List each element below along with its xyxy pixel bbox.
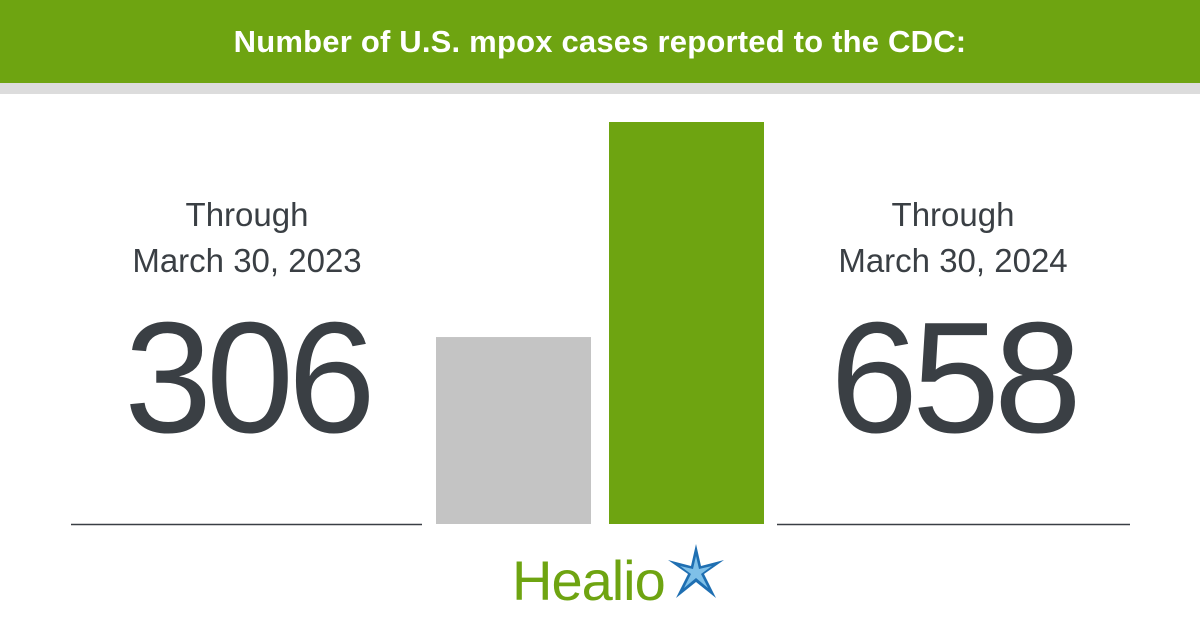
right-label-line2: March 30, 2024 [838, 242, 1068, 279]
chart-title: Number of U.S. mpox cases reported to th… [233, 23, 967, 59]
left-label-line1: Through [185, 196, 309, 233]
left-stat: Through March 30, 2023 306 [97, 192, 397, 458]
logo-text: Healio [512, 549, 666, 612]
star-icon [668, 544, 724, 598]
left-value: 306 [124, 290, 376, 466]
bar-2 [609, 122, 764, 524]
header-bar: Number of U.S. mpox cases reported to th… [0, 0, 1200, 83]
header-divider [0, 83, 1200, 94]
right-label-line1: Through [891, 196, 1015, 233]
healio-logo: Healio [512, 544, 724, 614]
left-label-line2: March 30, 2023 [132, 242, 362, 279]
right-stat: Through March 30, 2024 658 [803, 192, 1103, 458]
right-value: 658 [830, 290, 1082, 466]
bar-1 [436, 337, 591, 524]
